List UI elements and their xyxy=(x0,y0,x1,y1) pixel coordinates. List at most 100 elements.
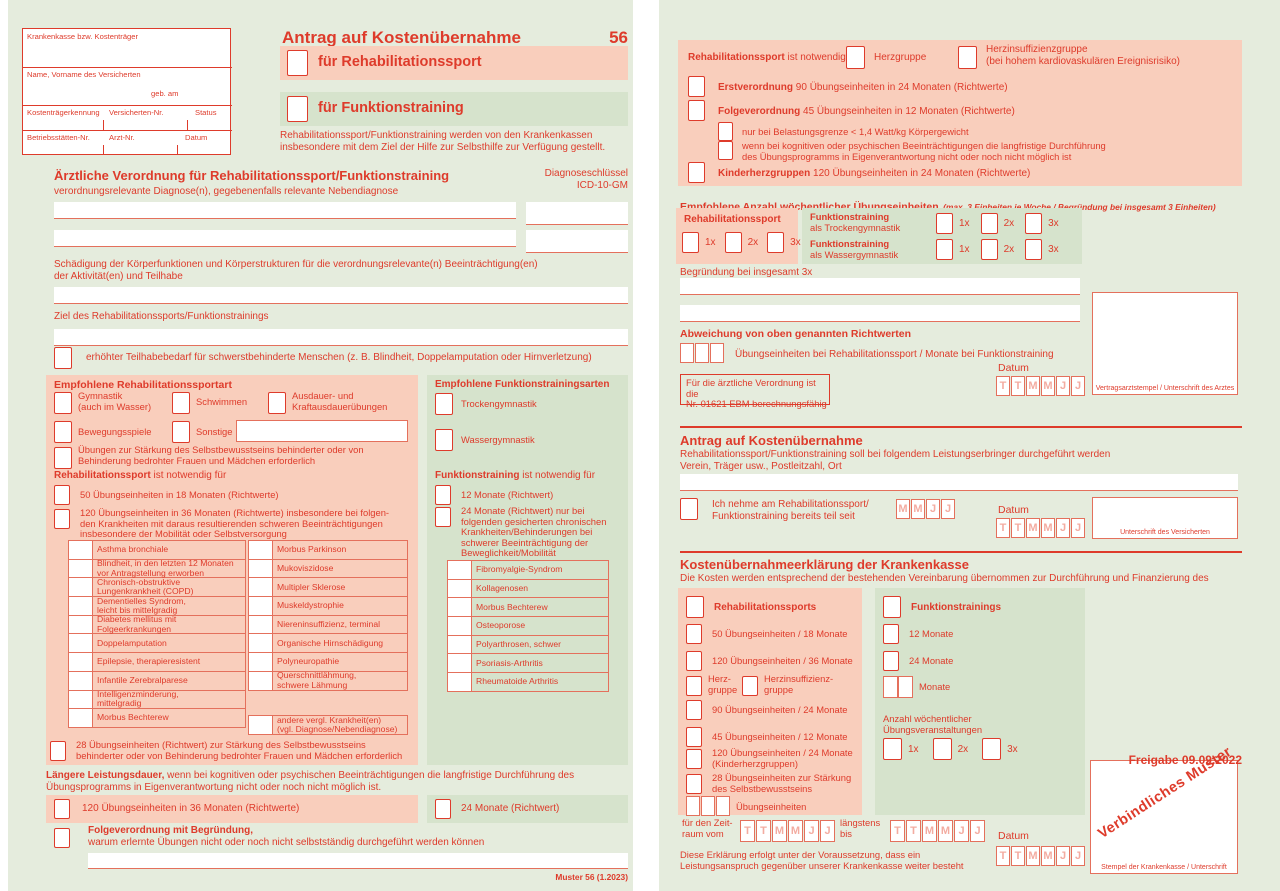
sonstige-input[interactable] xyxy=(236,420,408,442)
disease-checkbox[interactable] xyxy=(249,615,273,634)
deviation-box[interactable] xyxy=(695,343,709,363)
disease-checkbox[interactable] xyxy=(69,578,93,597)
disease-checkbox[interactable] xyxy=(249,541,273,559)
u120-checkbox[interactable] xyxy=(54,509,70,529)
already-participating-checkbox[interactable] xyxy=(680,498,698,520)
k45-checkbox[interactable] xyxy=(686,727,702,747)
schwimmen-checkbox[interactable] xyxy=(172,392,190,414)
m24-bottom-checkbox[interactable] xyxy=(435,799,451,819)
freq-checkbox[interactable] xyxy=(767,232,785,253)
erstverordnung-checkbox[interactable] xyxy=(688,76,705,97)
disease-checkbox[interactable] xyxy=(448,673,472,691)
date-box[interactable]: M xyxy=(1026,376,1040,396)
freq-checkbox[interactable] xyxy=(724,232,742,253)
date-box[interactable]: J xyxy=(926,499,940,519)
disease-checkbox[interactable] xyxy=(448,654,472,673)
herzgruppe-checkbox[interactable] xyxy=(686,676,702,696)
date-box[interactable]: T xyxy=(1011,376,1025,396)
disease-checkbox[interactable] xyxy=(69,615,93,634)
deviation-box[interactable] xyxy=(680,343,694,363)
freq-checkbox[interactable] xyxy=(1025,239,1043,260)
disease-checkbox[interactable] xyxy=(249,597,273,615)
date-box[interactable]: T xyxy=(1011,518,1025,538)
date-box[interactable]: T xyxy=(740,820,755,842)
funktionstrainings-checkbox[interactable] xyxy=(883,596,901,618)
gymnastik-checkbox[interactable] xyxy=(54,392,72,414)
freq-checkbox[interactable] xyxy=(682,232,699,253)
date-box[interactable]: J xyxy=(1071,846,1085,866)
date-box[interactable]: M xyxy=(1026,846,1040,866)
freq-checkbox[interactable] xyxy=(883,738,902,760)
disease-checkbox[interactable] xyxy=(69,559,93,578)
participation-need-checkbox[interactable] xyxy=(54,347,72,369)
date-box[interactable]: J xyxy=(820,820,835,842)
date-box[interactable]: T xyxy=(906,820,921,842)
folgeverordnung-checkbox[interactable] xyxy=(688,100,705,121)
units-box[interactable] xyxy=(701,796,715,816)
rehabilitationssport-checkbox[interactable] xyxy=(287,50,308,76)
u50-checkbox[interactable] xyxy=(54,485,70,505)
date-box[interactable]: J xyxy=(1056,376,1070,396)
herzinsuffizienz-checkbox[interactable] xyxy=(958,46,977,69)
date-box[interactable]: J xyxy=(804,820,819,842)
disease-checkbox[interactable] xyxy=(448,561,472,579)
date-box[interactable]: M xyxy=(1041,846,1055,866)
icd-code-input-1[interactable] xyxy=(526,202,628,225)
k50-checkbox[interactable] xyxy=(686,624,702,644)
k120k-checkbox[interactable] xyxy=(686,749,702,769)
date-box[interactable]: J xyxy=(954,820,969,842)
disease-checkbox[interactable] xyxy=(69,541,93,559)
monate-box[interactable] xyxy=(883,676,898,698)
impairment-input[interactable] xyxy=(54,287,628,304)
trockengymnastik-checkbox[interactable] xyxy=(435,393,453,415)
funktionstraining-checkbox[interactable] xyxy=(287,96,308,122)
k90-checkbox[interactable] xyxy=(686,700,702,720)
disease-checkbox[interactable] xyxy=(448,579,472,598)
date-box[interactable]: J xyxy=(1056,518,1070,538)
diagnosis-input-1[interactable] xyxy=(54,202,516,219)
kinderherzgruppen-checkbox[interactable] xyxy=(688,162,705,183)
wassergymnastik-checkbox[interactable] xyxy=(435,429,453,451)
date-box[interactable]: M xyxy=(922,820,937,842)
date-box[interactable]: J xyxy=(1056,846,1070,866)
date-box[interactable]: M xyxy=(772,820,787,842)
freq-checkbox[interactable] xyxy=(936,239,953,260)
date-box[interactable]: M xyxy=(896,499,910,519)
date-box[interactable]: T xyxy=(996,376,1010,396)
freq-checkbox[interactable] xyxy=(980,239,998,260)
date-box[interactable]: M xyxy=(1041,518,1055,538)
disease-checkbox[interactable] xyxy=(69,634,93,653)
disease-checkbox[interactable] xyxy=(69,653,93,671)
herzgruppe-checkbox[interactable] xyxy=(846,46,865,69)
sonstige-checkbox[interactable] xyxy=(172,421,190,443)
icd-code-input-2[interactable] xyxy=(526,230,628,253)
u28-checkbox[interactable] xyxy=(50,741,66,761)
date-box[interactable]: M xyxy=(938,820,953,842)
units-box[interactable] xyxy=(686,796,700,816)
date-box[interactable]: T xyxy=(996,846,1010,866)
date-box[interactable]: T xyxy=(890,820,905,842)
date-box[interactable]: J xyxy=(970,820,985,842)
monate-box[interactable] xyxy=(898,676,913,698)
disease-checkbox[interactable] xyxy=(69,671,93,690)
belastungsgrenze-checkbox[interactable] xyxy=(718,122,733,141)
goal-input[interactable] xyxy=(54,329,628,346)
freq-checkbox[interactable] xyxy=(1025,213,1043,234)
freq-checkbox[interactable] xyxy=(980,213,998,234)
date-box[interactable]: M xyxy=(911,499,925,519)
k120-checkbox[interactable] xyxy=(686,651,702,671)
f12-checkbox[interactable] xyxy=(883,624,899,644)
disease-checkbox[interactable] xyxy=(249,716,273,734)
f24-checkbox[interactable] xyxy=(883,651,899,671)
disease-checkbox[interactable] xyxy=(448,598,472,617)
date-box[interactable]: M xyxy=(1041,376,1055,396)
date-box[interactable]: M xyxy=(788,820,803,842)
folgeverordnung-checkbox[interactable] xyxy=(54,828,70,848)
freq-checkbox[interactable] xyxy=(932,738,952,760)
diagnosis-input-2[interactable] xyxy=(54,230,516,247)
m24-checkbox[interactable] xyxy=(435,507,451,527)
disease-checkbox[interactable] xyxy=(448,617,472,635)
date-box[interactable]: T xyxy=(756,820,771,842)
kognitiv-checkbox[interactable] xyxy=(718,141,733,160)
date-box[interactable]: T xyxy=(996,518,1010,538)
